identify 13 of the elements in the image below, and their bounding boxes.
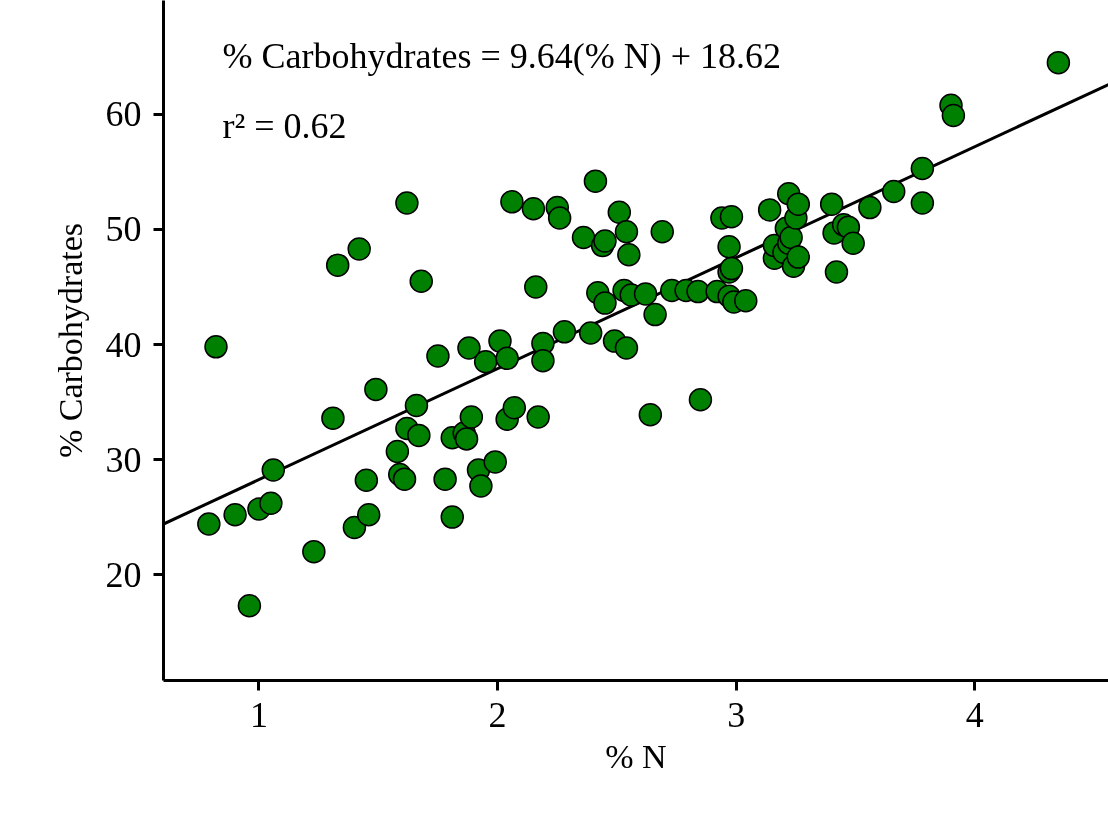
annotation: r² = 0.62 [222,105,347,146]
y-tick-label: 20 [105,554,142,595]
y-tick-label: 50 [105,209,142,250]
y-tick-label: 30 [105,439,142,480]
x-tick-label: 3 [727,694,746,735]
x-tick-label: 2 [488,694,507,735]
x-axis-title: % N [605,737,667,775]
x-tick-label: 4 [965,694,984,735]
annotation: % Carbohydrates = 9.64(% N) + 18.62 [222,35,781,76]
y-axis-title: % Carbohydrates [51,222,89,459]
y-tick-label: 40 [105,324,142,365]
x-tick-label: 1 [249,694,268,735]
y-tick-label: 60 [105,94,142,135]
